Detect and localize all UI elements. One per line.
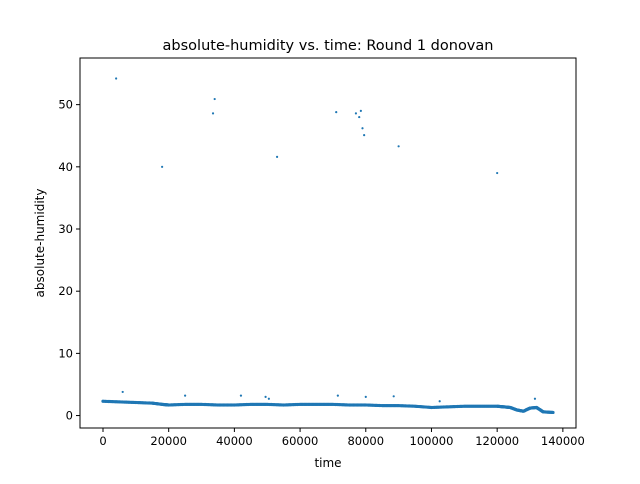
data-point: [354, 112, 358, 115]
data-point: [392, 395, 395, 398]
plot-frame: [79, 57, 577, 429]
x-tick-label: 60000: [282, 434, 319, 448]
data-points: [101, 77, 555, 415]
data-point: [551, 410, 555, 415]
x-axis-ticks: 0 20000 40000 60000 80000 100000 120000 140000: [99, 428, 585, 448]
x-tick-label: 40000: [216, 434, 253, 448]
x-tick-label: 80000: [347, 434, 384, 448]
data-point: [496, 171, 499, 175]
data-point: [361, 127, 364, 130]
data-point: [359, 109, 362, 112]
x-tick-label: 140000: [541, 434, 585, 448]
x-tick-label: 0: [99, 434, 106, 448]
y-axis-ticks: 0 10 20 30 40 50: [58, 98, 80, 423]
data-point: [336, 394, 339, 397]
data-point: [358, 115, 361, 119]
data-point: [239, 394, 243, 397]
data-point: [121, 390, 124, 394]
data-point: [267, 397, 270, 400]
data-point: [364, 395, 367, 399]
data-point: [115, 77, 118, 80]
x-axis-label: time: [314, 456, 341, 470]
chart-title: absolute-humidity vs. time: Round 1 dono…: [163, 38, 494, 54]
data-point: [397, 145, 400, 148]
y-tick-label: 30: [58, 222, 73, 236]
data-point: [213, 97, 216, 101]
x-tick-label: 100000: [410, 434, 454, 448]
data-point: [438, 400, 441, 403]
x-tick-label: 20000: [150, 434, 187, 448]
data-point: [533, 397, 537, 400]
y-tick-label: 50: [58, 98, 73, 112]
y-tick-label: 40: [58, 160, 73, 174]
data-point: [275, 155, 279, 158]
data-point: [211, 112, 215, 115]
data-point: [184, 394, 187, 397]
data-point: [161, 165, 164, 168]
plot-area: [80, 58, 576, 428]
y-axis-label: absolute-humidity: [33, 189, 47, 298]
y-tick-label: 0: [66, 409, 73, 423]
y-tick-label: 20: [58, 284, 73, 298]
data-point: [335, 111, 338, 114]
x-tick-label: 120000: [475, 434, 519, 448]
data-point: [363, 134, 366, 137]
data-point: [264, 395, 267, 399]
y-tick-label: 10: [58, 346, 73, 360]
